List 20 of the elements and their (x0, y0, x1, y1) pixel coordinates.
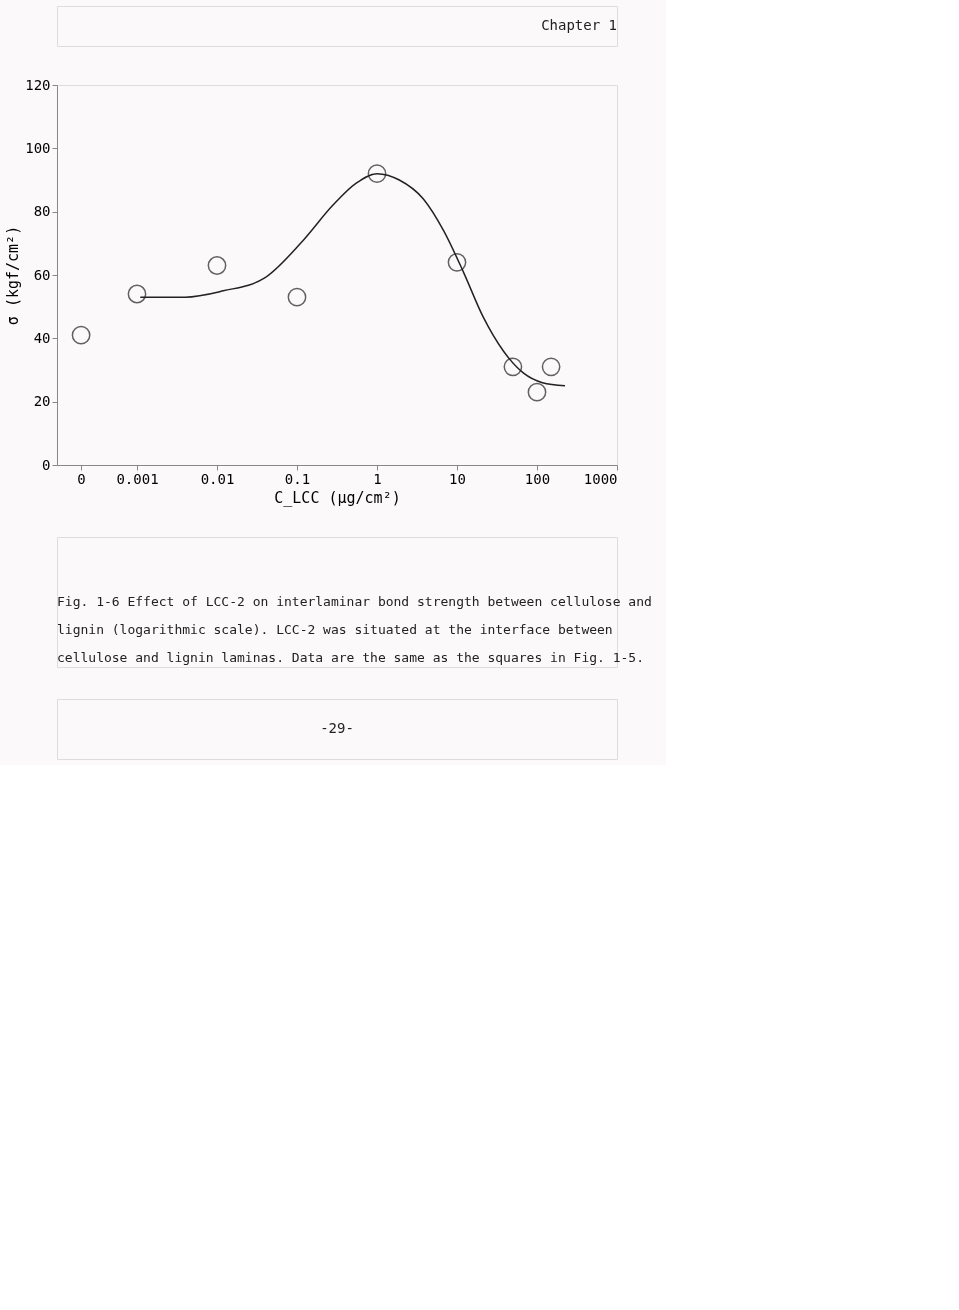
x-tick-label: 1000 (583, 470, 618, 487)
x-tick-label: 0.01 (200, 470, 235, 487)
y-axis-title: σ (kgf/cm²) (4, 225, 23, 326)
y-tick-label: 120 (25, 76, 51, 93)
x-tick-label: 10 (449, 470, 466, 487)
x-tick-label: 0.001 (116, 470, 159, 487)
y-tick-label: 80 (33, 203, 51, 220)
y-tick-label: 100 (25, 139, 51, 156)
x-tick-label: 0.1 (284, 470, 311, 487)
y-tick-label: 20 (33, 393, 51, 410)
x-tick-label: 100 (524, 470, 551, 487)
x-tick-label: 0 (77, 470, 86, 487)
x-tick-label: 1 (373, 470, 382, 487)
text: -29- (320, 720, 354, 736)
x-axis-title: C_LCC (μg/cm²) (274, 488, 401, 507)
y-tick-label: 0 (42, 456, 51, 473)
text: Chapter 1 (541, 17, 617, 33)
caption: Fig. 1-6 Effect of LCC-2 on interlaminar bond strength between cellulose and lignin (logarithmic scale). LCC-2 was situated at the interface between cellulose and lignin laminas. Data are the same as the squares in Fig. 1-5. (57, 594, 652, 665)
y-tick-label: 40 (33, 329, 51, 346)
y-tick-label: 60 (33, 266, 51, 283)
